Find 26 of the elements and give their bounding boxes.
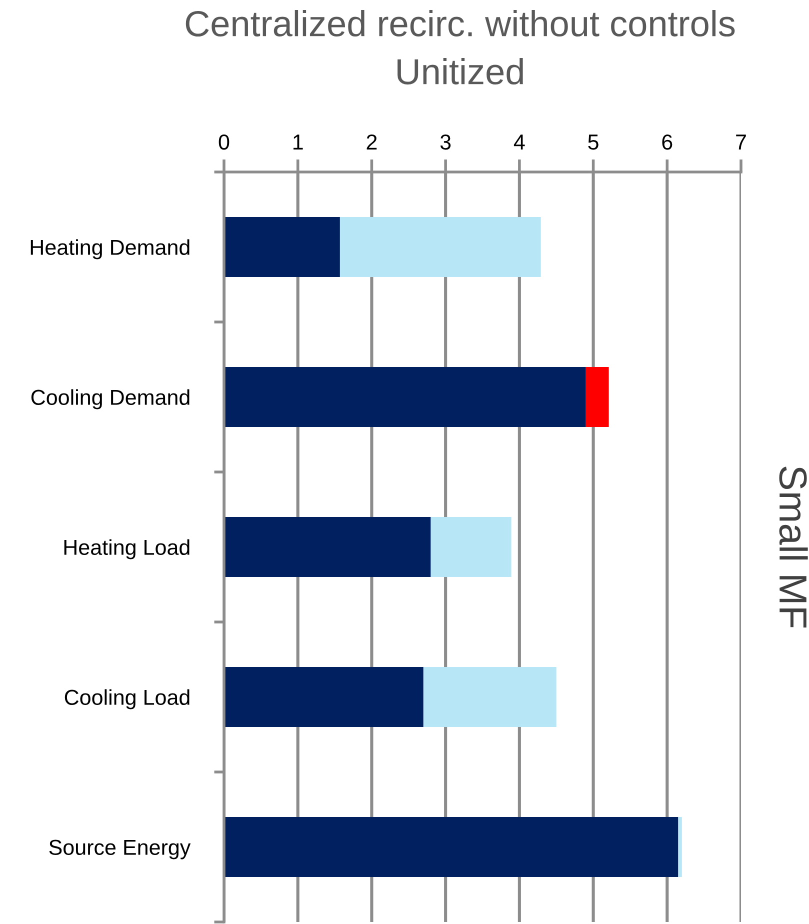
chart-subtitle: Unitized: [398, 58, 523, 85]
y-axis-title: Small MF: [779, 466, 808, 628]
y-tick-label: Cooling Load: [64, 689, 190, 710]
x-tick-label: 6: [662, 134, 672, 150]
bar: [678, 817, 682, 877]
y-tick-label: Cooling Demand: [31, 389, 190, 410]
y-tick-label: Source Energy: [49, 840, 191, 860]
x-tick-label: 4: [514, 134, 525, 150]
bar: [224, 217, 340, 277]
bar: [423, 667, 556, 727]
y-tick-label: Heating Demand: [30, 239, 190, 260]
x-tick-label: 1: [294, 134, 303, 150]
bar: [224, 367, 586, 427]
x-tick-label: 7: [736, 134, 746, 150]
x-tick-label: 5: [588, 134, 598, 150]
bar: [224, 667, 424, 727]
bar: [340, 217, 541, 277]
x-tick-label: 3: [440, 134, 451, 150]
bar: [224, 817, 678, 877]
chart-title: Centralized recirc. without controls: [186, 10, 735, 37]
x-tick-label: 2: [366, 134, 377, 150]
x-tick-label: 0: [218, 134, 230, 150]
bar: [586, 367, 609, 427]
y-tick-label: Heating Load: [64, 539, 190, 560]
bar: [224, 517, 431, 577]
bar: [430, 517, 512, 577]
